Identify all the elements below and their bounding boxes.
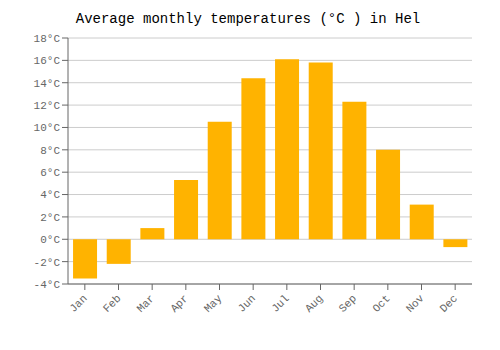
svg-text:Mar: Mar — [135, 292, 157, 314]
html-text:Average monthly temperatures (: Average monthly temperatures (°C ) in He… — [75, 11, 421, 27]
svg-text:8°C: 8°C — [40, 145, 60, 157]
svg-text:12°C: 12°C — [34, 100, 61, 112]
svg-text:Dec: Dec — [438, 292, 460, 314]
svg-text:Apr: Apr — [168, 292, 190, 314]
svg-text:0°C: 0°C — [40, 234, 60, 246]
svg-text:Feb: Feb — [101, 292, 123, 314]
svg-text:4°C: 4°C — [40, 189, 60, 201]
svg-text:Jul: Jul — [269, 292, 291, 314]
svg-text:Jan: Jan — [67, 292, 89, 314]
svg-text:16°C: 16°C — [34, 55, 61, 67]
svg-text:Jun: Jun — [236, 292, 258, 314]
svg-text:Aug: Aug — [303, 292, 325, 314]
svg-text:14°C: 14°C — [34, 78, 61, 90]
svg-text:6°C: 6°C — [40, 167, 60, 179]
svg-text:2°C: 2°C — [40, 212, 60, 224]
svg-text:Sep: Sep — [337, 292, 359, 314]
svg-text:18°C: 18°C — [34, 33, 61, 45]
svg-text:May: May — [202, 292, 225, 315]
svg-text:-4°C: -4°C — [34, 279, 61, 291]
svg-text:Nov: Nov — [404, 292, 427, 315]
svg-text:Oct: Oct — [370, 292, 392, 314]
svg-text:10°C: 10°C — [34, 122, 61, 134]
svg-text:-2°C: -2°C — [34, 257, 61, 269]
